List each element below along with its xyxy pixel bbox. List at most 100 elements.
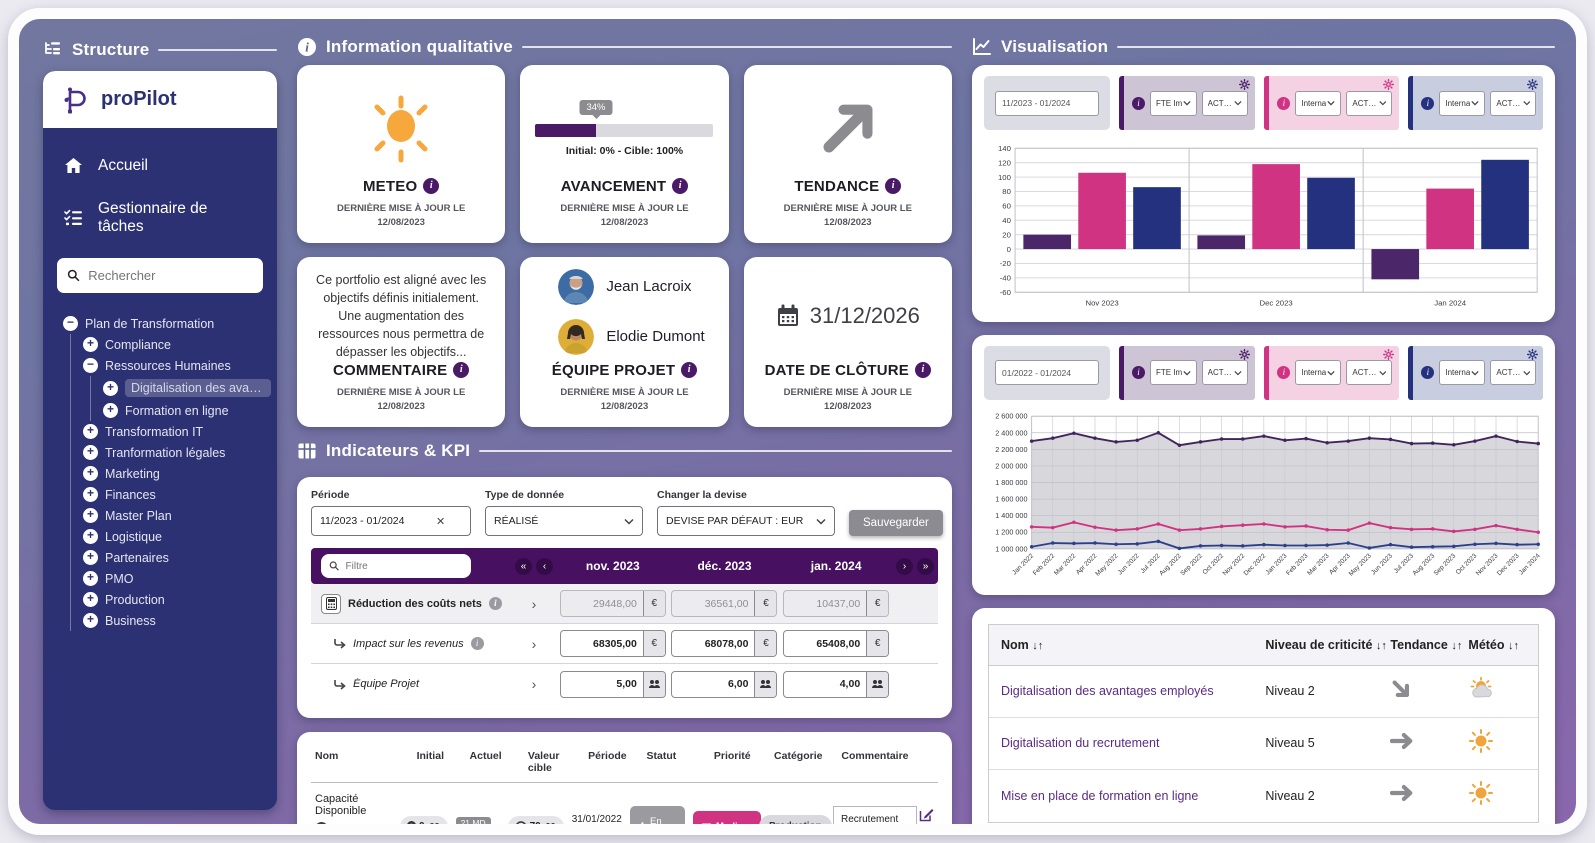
info-badge-icon[interactable]: i	[315, 822, 328, 824]
kpi-value-input[interactable]: 5,00	[559, 670, 666, 698]
chart1-date-input[interactable]	[995, 90, 1099, 116]
table-row[interactable]: Digitalisation du recrutement Niveau 5	[989, 718, 1539, 770]
sidebar-item-accueil[interactable]: Accueil	[43, 144, 277, 188]
sort-header-criticite[interactable]: Niveau de criticité ↓↑	[1265, 637, 1387, 652]
comment-box[interactable]: Recrutement en cours	[833, 806, 917, 824]
kpi-select[interactable]: Interna	[1439, 90, 1486, 116]
expand-icon[interactable]: +	[83, 508, 98, 523]
info-badge-icon[interactable]: i	[681, 362, 698, 378]
collapse-icon[interactable]: −	[83, 358, 98, 373]
gear-icon[interactable]	[1239, 348, 1251, 360]
sort-icon[interactable]: ↓↑	[1032, 639, 1044, 652]
tree-item-pmo[interactable]: + PMO	[83, 568, 271, 589]
expand-icon[interactable]: +	[103, 380, 118, 396]
tree-item-production[interactable]: + Production	[83, 589, 271, 610]
kpi-select[interactable]: FTE Im	[1150, 360, 1197, 386]
kpi-value-input[interactable]: 68078,00 €	[671, 630, 778, 657]
mode-select[interactable]: ACTUA	[1346, 360, 1393, 386]
sort-header-nom[interactable]: Nom ↓↑	[1001, 637, 1044, 652]
tree-item-logistique[interactable]: + Logistique	[83, 526, 271, 547]
tree-item-finances[interactable]: + Finances	[83, 484, 271, 505]
info-badge-icon[interactable]: i	[1132, 366, 1145, 380]
expand-icon[interactable]: +	[83, 571, 98, 586]
sort-header-meteo[interactable]: Météo ↓↑	[1468, 637, 1520, 652]
chart2-date-input[interactable]	[995, 360, 1099, 386]
project-link[interactable]: Mise en place de formation en ligne	[1001, 788, 1199, 803]
mode-select[interactable]: ACTUA	[1346, 90, 1393, 116]
kpi-select[interactable]: Interna	[1295, 360, 1342, 386]
sort-icon[interactable]: ↓↑	[1508, 639, 1520, 652]
info-badge-icon[interactable]: i	[453, 362, 470, 378]
kpi-value-input[interactable]: 65408,00 €	[783, 630, 890, 657]
expand-icon[interactable]: +	[83, 466, 98, 481]
clear-icon[interactable]: ✕	[436, 515, 446, 528]
periode-value-input[interactable]	[320, 515, 430, 527]
kpi-select[interactable]: FTE Im	[1150, 90, 1197, 116]
expand-icon[interactable]: +	[103, 403, 118, 418]
info-badge-icon[interactable]: i	[1421, 366, 1435, 380]
info-badge-icon[interactable]: i	[488, 597, 502, 610]
first-page-icon[interactable]: «	[515, 557, 532, 575]
row-expand-chevron[interactable]: ›	[531, 595, 537, 612]
expand-icon[interactable]: +	[83, 487, 98, 502]
tree-item-plan[interactable]: − Plan de Transformation	[63, 313, 271, 334]
tree-item-marketing[interactable]: + Marketing	[83, 463, 271, 484]
kpi-select[interactable]: Interna	[1439, 360, 1486, 386]
expand-icon[interactable]: +	[83, 613, 98, 628]
sort-icon[interactable]: ↓↑	[1375, 639, 1387, 652]
mode-select[interactable]: ACTUA	[1490, 90, 1537, 116]
mode-select[interactable]: ACTUA	[1490, 360, 1537, 386]
row-expand-chevron[interactable]: ›	[531, 635, 537, 652]
tree-item-masterplan[interactable]: + Master Plan	[83, 505, 271, 526]
sort-icon[interactable]: ↓↑	[1451, 639, 1463, 652]
table-row[interactable]: Digitalisation des avantages employés Ni…	[989, 666, 1539, 718]
table-row[interactable]: Mise en place de formation en ligne Nive…	[989, 770, 1538, 822]
tree-item-it[interactable]: + Transformation IT	[83, 421, 271, 442]
info-badge-icon[interactable]: i	[1277, 366, 1291, 380]
expand-icon[interactable]: +	[83, 424, 98, 439]
tree-item-formation[interactable]: + Formation en ligne	[103, 400, 271, 421]
info-badge-icon[interactable]: i	[1132, 96, 1145, 110]
mode-select[interactable]: ACTUA	[1201, 360, 1249, 386]
sort-header-tendance[interactable]: Tendance ↓↑	[1390, 637, 1463, 652]
tree-item-digitalisation[interactable]: + Digitalisation des avant...	[103, 376, 271, 400]
info-badge-icon[interactable]: i	[1421, 96, 1435, 110]
info-badge-icon[interactable]: i	[423, 178, 440, 194]
kpi-value-input[interactable]: 68305,00 €	[559, 630, 666, 657]
info-badge-icon[interactable]: i	[1277, 96, 1291, 110]
expand-icon[interactable]: +	[83, 529, 98, 544]
kpi-select[interactable]: Interna	[1295, 90, 1342, 116]
tree-item-legales[interactable]: + Tranformation légales	[83, 442, 271, 463]
project-link[interactable]: Digitalisation du recrutement	[1001, 736, 1160, 751]
sidebar-search[interactable]	[57, 258, 263, 293]
info-badge-icon[interactable]: i	[470, 637, 484, 650]
kpi-value-input[interactable]: 4,00	[783, 670, 890, 698]
expand-icon[interactable]: +	[83, 445, 98, 460]
kpi-value-input[interactable]: 6,00	[671, 670, 778, 698]
gear-icon[interactable]	[1527, 79, 1539, 90]
info-badge-icon[interactable]: i	[672, 178, 689, 194]
kpi-value-input[interactable]: 29448,00 €	[559, 590, 666, 617]
tree-item-business[interactable]: + Business	[83, 610, 271, 631]
prev-page-icon[interactable]: ‹	[536, 557, 553, 575]
info-badge-icon[interactable]: i	[915, 362, 932, 378]
expand-icon[interactable]: +	[83, 337, 98, 352]
kpi-value-input[interactable]: 36561,00 €	[671, 590, 778, 617]
project-link[interactable]: Digitalisation des avantages employés	[1001, 684, 1214, 699]
search-input[interactable]	[88, 268, 253, 283]
info-badge-icon[interactable]: i	[885, 178, 902, 194]
gear-icon[interactable]	[1383, 79, 1395, 90]
expand-icon[interactable]: +	[83, 550, 98, 565]
mode-select[interactable]: ACTUA	[1201, 90, 1249, 116]
row-expand-chevron[interactable]: ›	[531, 676, 537, 692]
collapse-icon[interactable]: −	[63, 316, 78, 331]
kpi-value-input[interactable]: 10437,00 €	[783, 590, 890, 617]
kpi-filter-input[interactable]	[345, 560, 463, 572]
devise-select[interactable]: DEVISE PAR DÉFAUT : EUR	[657, 506, 835, 536]
logo-card[interactable]: proPilot	[43, 71, 277, 128]
periode-input[interactable]: ✕	[311, 506, 471, 536]
sidebar-item-taches[interactable]: Gestionnaire de tâches	[43, 188, 277, 248]
tree-item-rh[interactable]: − Ressources Humaines	[83, 355, 271, 376]
type-donnee-select[interactable]: RÉALISÉ	[485, 506, 643, 536]
expand-icon[interactable]: +	[83, 592, 98, 607]
